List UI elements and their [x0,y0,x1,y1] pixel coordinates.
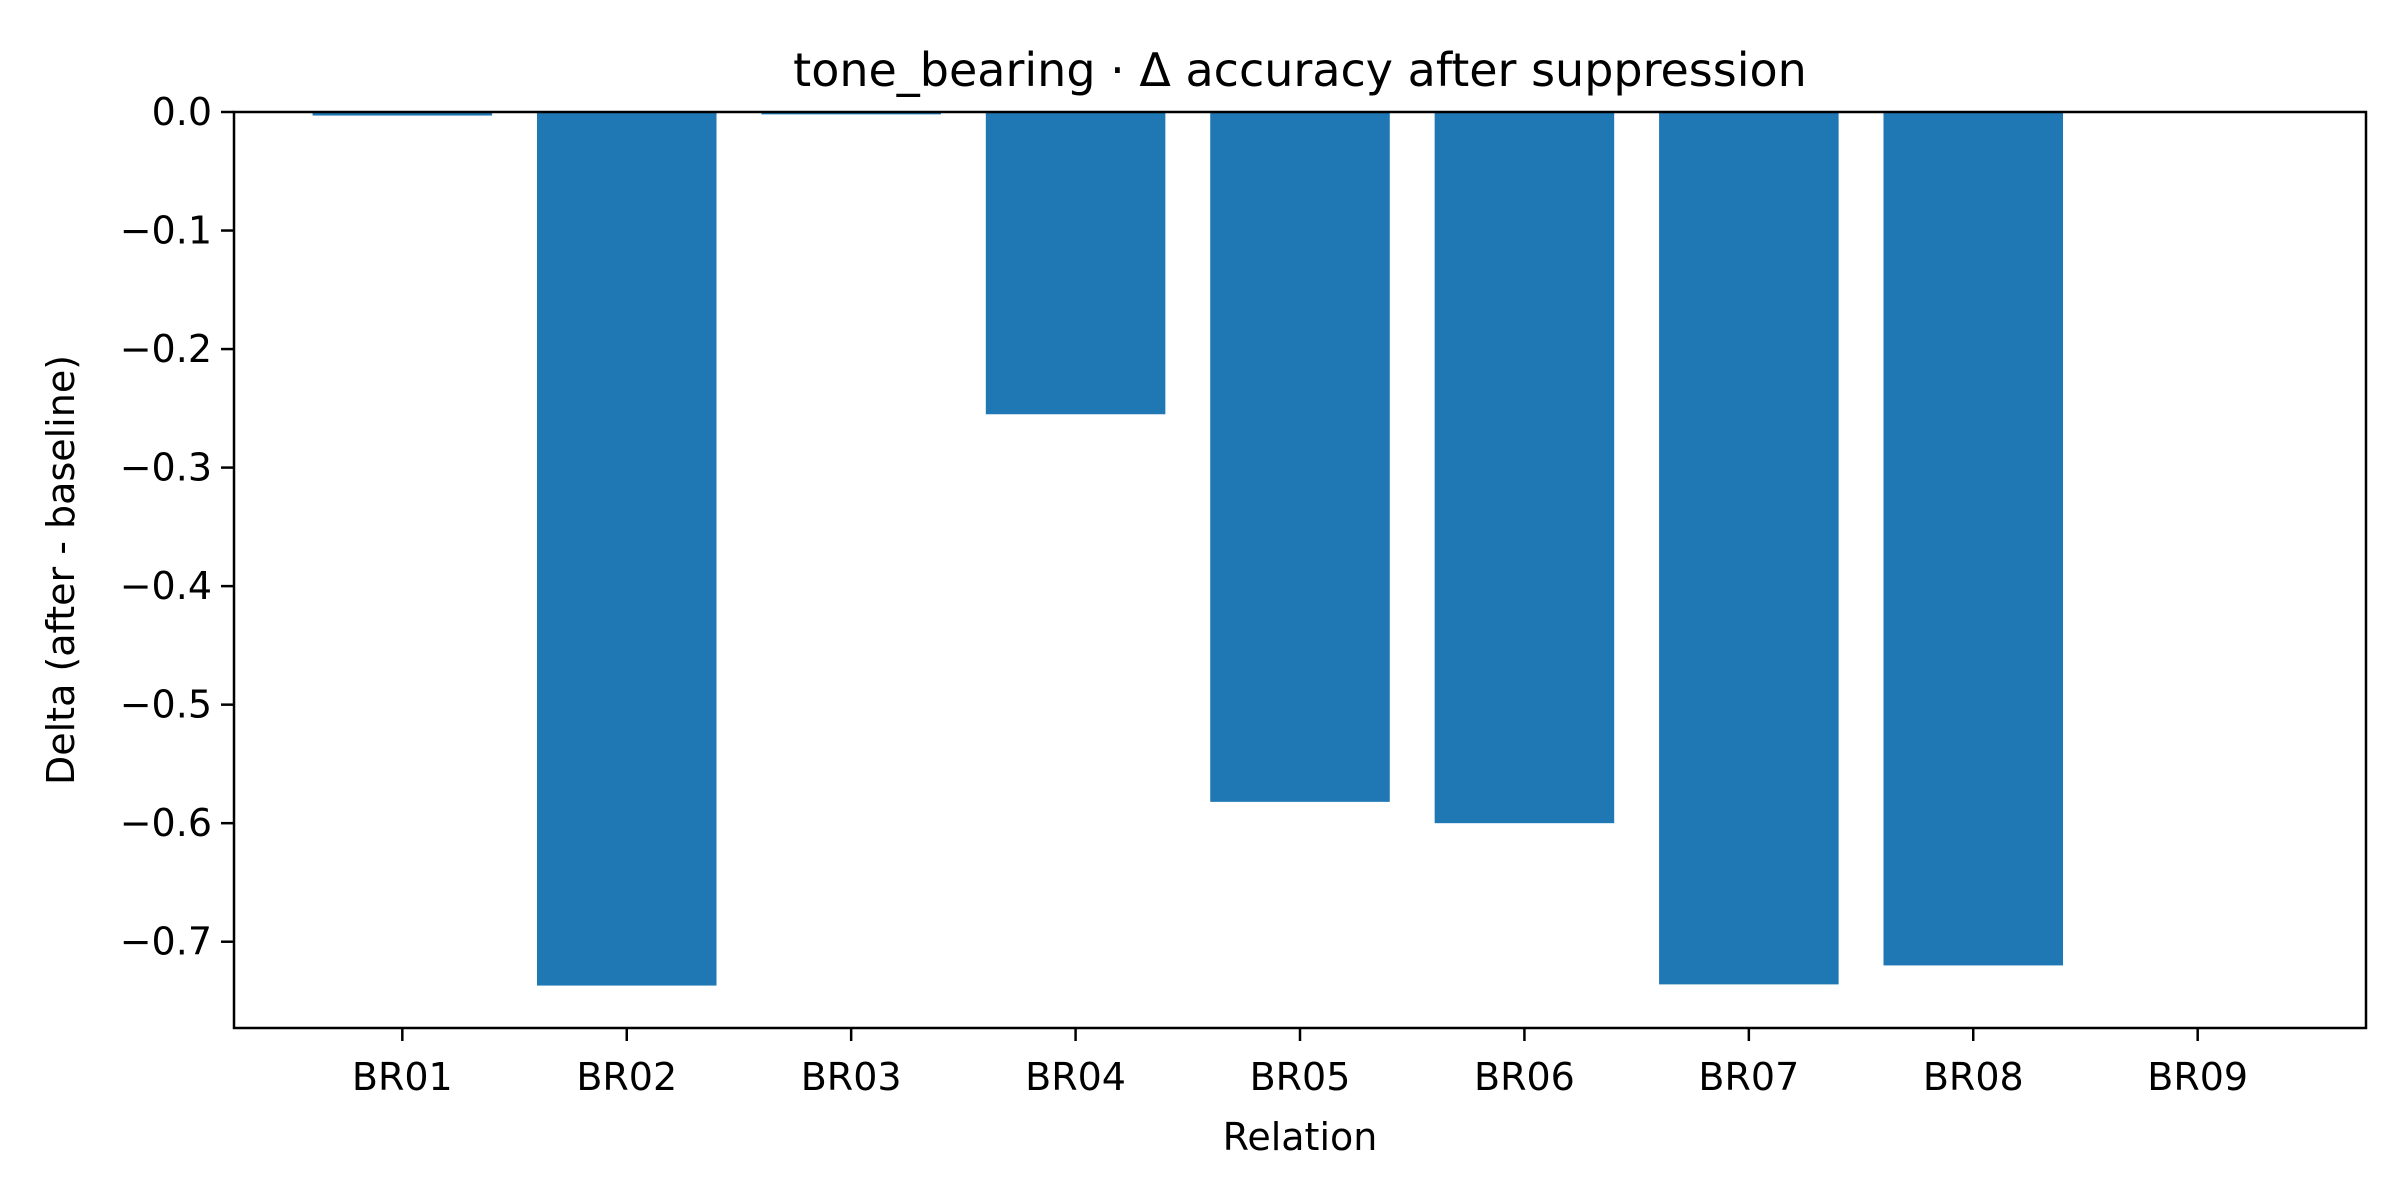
x-tick-label-br05: BR05 [1250,1055,1351,1099]
y-tick-label-7: −0.7 [120,920,212,964]
x-tick-label-br02: BR02 [576,1055,677,1099]
y-tick-label-0: 0.0 [152,90,212,134]
bar-br02 [536,112,717,986]
bar-br07 [1659,112,1839,985]
y-tick-label-4: −0.4 [120,564,212,608]
x-tick-label-br03: BR03 [801,1055,902,1099]
x-tick-label-br06: BR06 [1474,1055,1575,1099]
y-tick-label-3: −0.3 [120,446,212,490]
x-tick-label-br07: BR07 [1698,1055,1799,1099]
y-axis: 0.0 −0.1 −0.2 −0.3 −0.4 −0.5 −0.6 −0.7 [120,90,234,964]
y-tick-label-1: −0.1 [120,209,212,253]
bar-br01 [312,112,493,116]
y-axis-label: Delta (after - baseline) [39,355,83,785]
bar-br08 [1883,112,2064,966]
x-tick-label-br01: BR01 [352,1055,453,1099]
bars-layer [312,112,2064,986]
x-tick-label-br09: BR09 [2147,1055,2248,1099]
y-tick-label-6: −0.6 [120,801,212,845]
x-axis-label: Relation [1223,1115,1378,1159]
y-tick-label-2: −0.2 [120,327,212,371]
chart-title: tone_bearing · Δ accuracy after suppress… [793,43,1807,97]
x-tick-label-br04: BR04 [1025,1055,1126,1099]
x-axis: BR01 BR02 BR03 BR04 BR05 BR06 BR07 BR08 BR09 [352,1028,2248,1099]
bar-br04 [985,112,1166,415]
y-tick-label-5: −0.5 [120,683,212,727]
bar-br06 [1434,112,1615,824]
x-tick-label-br08: BR08 [1923,1055,2024,1099]
plot-frame [232,110,2368,1030]
bar-br05 [1210,112,1390,802]
